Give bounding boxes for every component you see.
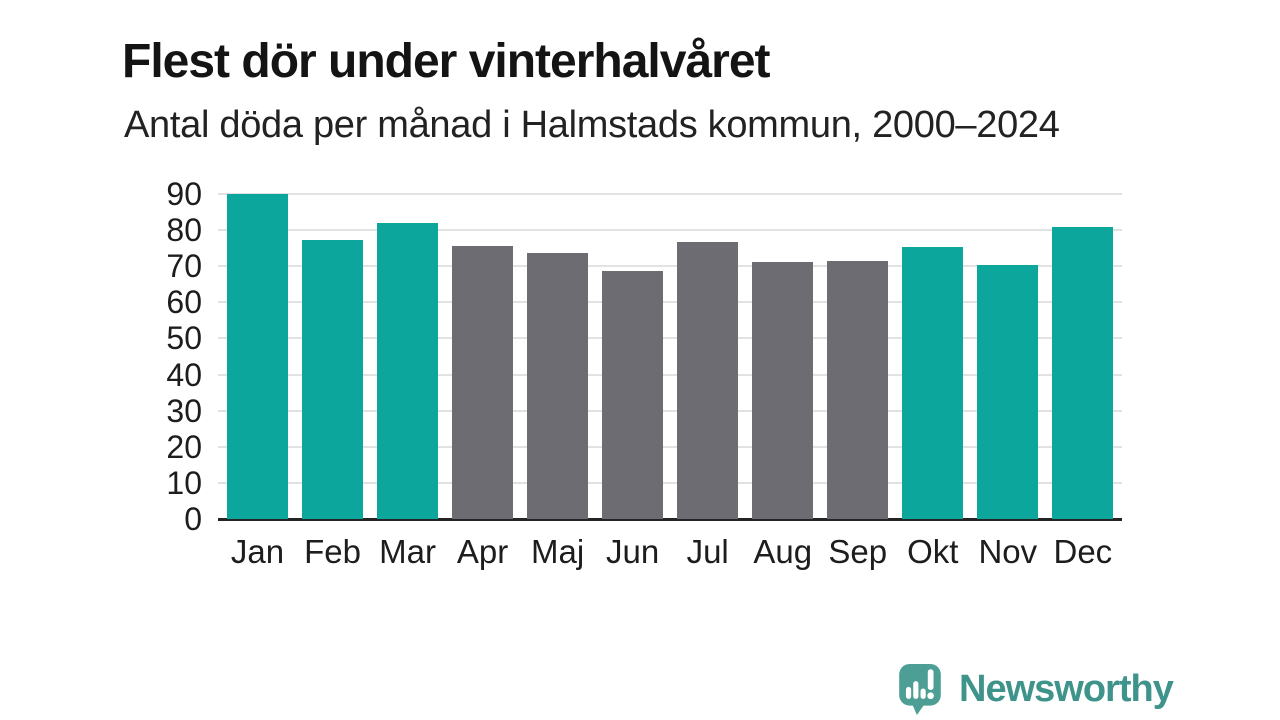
x-tick-label-jun: Jun [606, 533, 660, 570]
bar-apr [452, 246, 514, 519]
bar-feb [302, 240, 364, 519]
bar-jun [602, 271, 664, 519]
x-tick-label-aug: Aug [753, 533, 813, 570]
bar-aug [752, 261, 814, 519]
x-tick-label-maj: Maj [531, 533, 585, 570]
bar-jul [677, 242, 739, 519]
x-tick-label-dec: Dec [1053, 533, 1113, 570]
gridline-10 [218, 481, 1122, 484]
x-tick-label-okt: Okt [907, 533, 959, 570]
x-tick-label-jan: Jan [230, 533, 285, 570]
chart-title: Flest dör under vinterhalvåret [122, 35, 771, 89]
y-tick-label-70: 70 [166, 248, 202, 285]
x-tick-label-apr: Apr [456, 533, 509, 570]
bar-maj [527, 252, 589, 519]
gridline-20 [218, 445, 1122, 448]
x-tick-label-nov: Nov [978, 533, 1038, 570]
y-tick-label-10: 10 [166, 464, 202, 501]
x-tick-label-mar: Mar [379, 533, 436, 570]
gridline-60 [218, 301, 1122, 304]
x-tick-label-feb: Feb [304, 533, 361, 570]
y-tick-label-30: 30 [166, 392, 202, 429]
x-tick-label-sep: Sep [828, 533, 888, 570]
bar-okt [902, 247, 964, 519]
y-tick-label-50: 50 [166, 320, 202, 357]
y-tick-label-80: 80 [166, 212, 202, 249]
y-tick-label-60: 60 [166, 284, 202, 321]
gridline-70 [218, 265, 1122, 268]
x-axis-line [218, 518, 1122, 521]
newsworthy-wordmark: Newsworthy [959, 668, 1174, 710]
gridline-90 [218, 193, 1122, 195]
bar-nov [977, 264, 1039, 519]
bar-dec [1052, 227, 1114, 519]
bar-jan [227, 194, 288, 519]
plot-area: 0 10 20 30 40 50 60 70 80 90 Jan Feb Mar Apr Maj Jun Jul… [166, 176, 1122, 570]
newsworthy-branding: Newsworthy [897, 664, 1174, 716]
gridline-30 [218, 409, 1122, 412]
newsworthy-speech-bubble-bar-chart-icon [899, 664, 941, 715]
y-tick-label-20: 20 [166, 428, 202, 465]
gridline-50 [218, 337, 1122, 340]
chart-subtitle: Antal döda per månad i Halmstads kommun,… [124, 104, 1060, 146]
x-tick-label-jul: Jul [686, 533, 729, 570]
gridline-80 [218, 229, 1122, 232]
y-tick-label-90: 90 [166, 176, 202, 212]
gridline-40 [218, 373, 1122, 376]
bar-sep [827, 261, 889, 519]
y-tick-label-0: 0 [184, 501, 202, 537]
bar-mar [377, 223, 439, 519]
y-tick-label-40: 40 [166, 356, 202, 393]
